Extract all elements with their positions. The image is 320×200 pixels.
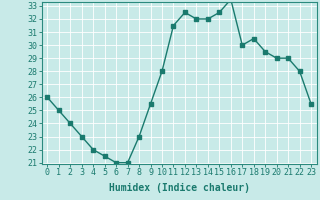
X-axis label: Humidex (Indice chaleur): Humidex (Indice chaleur) (109, 183, 250, 193)
